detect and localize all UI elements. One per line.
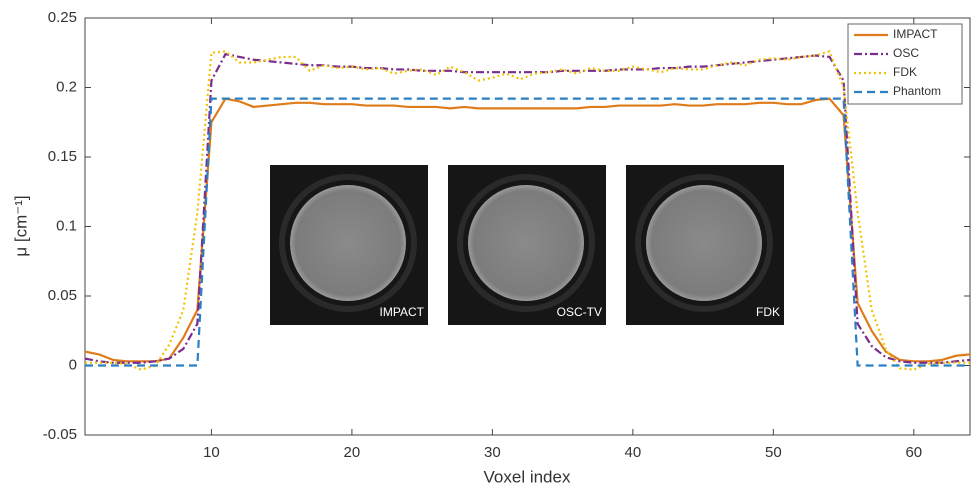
legend-label: Phantom xyxy=(893,84,941,98)
y-axis-label: μ [cm⁻¹] xyxy=(11,195,30,256)
x-tick-label: 10 xyxy=(203,444,220,461)
inset-label: OSC-TV xyxy=(557,305,602,319)
legend-label: FDK xyxy=(893,65,917,79)
inset-label: IMPACT xyxy=(380,305,425,319)
legend-label: IMPACT xyxy=(893,27,938,41)
inset-label: FDK xyxy=(756,305,780,319)
y-tick-label: 0.1 xyxy=(56,217,77,234)
x-tick-label: 50 xyxy=(765,444,782,461)
x-tick-label: 40 xyxy=(625,444,642,461)
inset-disc xyxy=(646,185,762,301)
inset-disc xyxy=(290,185,406,301)
y-tick-label: 0.2 xyxy=(56,78,77,95)
y-tick-label: 0.15 xyxy=(48,148,77,165)
y-tick-label: 0 xyxy=(69,356,77,373)
x-tick-label: 60 xyxy=(905,444,922,461)
x-tick-label: 30 xyxy=(484,444,501,461)
y-tick-label: -0.05 xyxy=(43,426,77,443)
y-tick-label: 0.05 xyxy=(48,287,77,304)
chart: Voxel index μ [cm⁻¹] -0.05 0 0.05 0.1 0.15 0.… xyxy=(0,0,974,490)
x-tick-label: 20 xyxy=(344,444,361,461)
inset-disc xyxy=(468,185,584,301)
legend-label: OSC xyxy=(893,46,919,60)
x-axis-label: Voxel index xyxy=(484,467,571,486)
page: Voxel index μ [cm⁻¹] -0.05 0 0.05 0.1 0.15 0.… xyxy=(0,0,974,490)
y-tick-label: 0.25 xyxy=(48,9,77,26)
